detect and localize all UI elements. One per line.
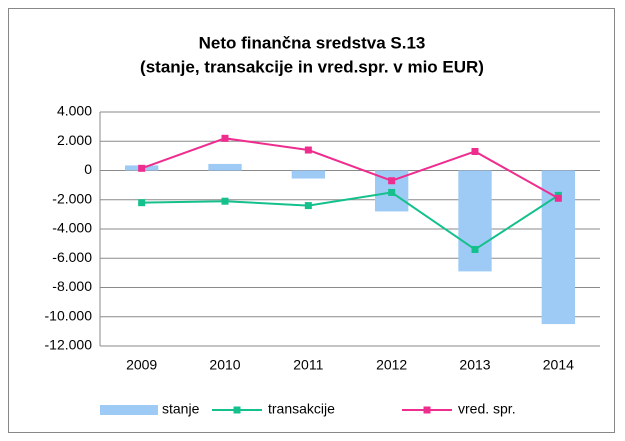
- chart-frame: [8, 8, 615, 433]
- marker: [138, 199, 146, 207]
- marker: [471, 147, 479, 155]
- y-tick-label: -12.000: [45, 337, 93, 353]
- x-tick-label: 2012: [376, 357, 407, 373]
- chart-title: Neto finančna sredstva S.13: [199, 33, 426, 52]
- y-tick-label: -8.000: [52, 278, 92, 294]
- y-tick-label: 2.000: [57, 132, 92, 148]
- bar: [291, 170, 325, 179]
- marker: [304, 202, 312, 210]
- x-tick-label: 2013: [459, 357, 490, 373]
- marker: [388, 188, 396, 196]
- x-tick-label: 2011: [293, 357, 323, 373]
- y-tick-label: -4.000: [52, 220, 92, 236]
- y-tick-label: 0: [84, 161, 92, 177]
- marker: [554, 194, 562, 202]
- y-tick-label: 4.000: [57, 103, 92, 119]
- legend-label: stanje: [162, 401, 200, 417]
- chart-title: (stanje, transakcije in vred.spr. v mio …: [140, 57, 484, 76]
- legend-label: vred. spr.: [458, 401, 516, 417]
- marker: [221, 197, 229, 205]
- legend-marker: [423, 406, 431, 414]
- marker: [138, 164, 146, 172]
- y-tick-label: -6.000: [52, 249, 92, 265]
- x-tick-label: 2009: [126, 357, 157, 373]
- legend-swatch: [100, 405, 158, 415]
- legend-label: transakcije: [268, 401, 335, 417]
- x-tick-label: 2010: [209, 357, 240, 373]
- marker: [221, 134, 229, 142]
- line: [141, 191, 559, 251]
- line: [141, 137, 559, 200]
- bar: [458, 170, 492, 272]
- bar: [208, 163, 242, 171]
- marker: [471, 245, 479, 253]
- y-tick-label: -2.000: [52, 190, 92, 206]
- y-tick-label: -10.000: [45, 307, 93, 323]
- marker: [304, 146, 312, 154]
- legend-marker: [233, 406, 241, 414]
- marker: [388, 177, 396, 185]
- x-tick-label: 2014: [543, 357, 574, 373]
